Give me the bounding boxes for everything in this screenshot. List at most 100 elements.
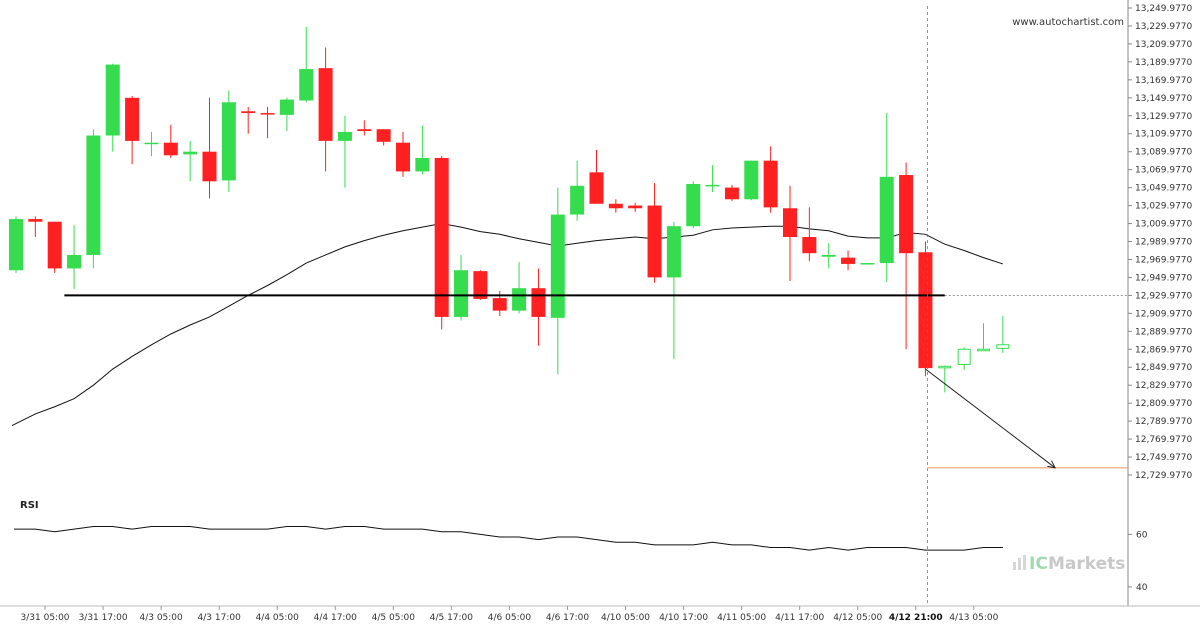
price-tick-label: 12,989.9770 — [1135, 238, 1193, 248]
candle — [299, 26, 314, 103]
candle-body — [899, 175, 914, 254]
candle — [337, 115, 352, 188]
logo-bar — [1023, 555, 1026, 570]
candle-body — [376, 129, 391, 142]
candle-body — [28, 219, 43, 222]
candle — [415, 125, 430, 175]
candle-body — [531, 288, 546, 317]
candle — [202, 97, 217, 199]
candle-body — [744, 160, 759, 200]
price-tick-label: 12,789.9770 — [1135, 417, 1193, 427]
price-tick-label: 13,109.9770 — [1135, 130, 1193, 140]
price-tick-label: 13,129.9770 — [1135, 112, 1193, 122]
candle — [9, 216, 23, 273]
candle-body — [763, 160, 778, 208]
logo-bar — [1013, 562, 1016, 570]
price-tick-label: 13,209.9770 — [1135, 40, 1193, 50]
candle-body — [724, 187, 739, 200]
time-tick-label: 4/3 05:00 — [139, 613, 183, 623]
rsi-title: RSI — [20, 500, 39, 511]
time-tick-label: 4/11 05:00 — [717, 613, 766, 623]
candle — [938, 365, 952, 393]
candle-body — [47, 221, 62, 269]
candle-body — [86, 135, 101, 255]
logo-prefix: IC — [1029, 554, 1048, 574]
rsi-tick-label: 40 — [1136, 583, 1148, 593]
price-tick-label: 13,029.9770 — [1135, 202, 1193, 212]
candle-body — [299, 69, 314, 101]
rsi-tick-label: 60 — [1136, 530, 1148, 540]
candle — [260, 106, 275, 139]
candle-body — [647, 205, 662, 278]
price-tick-label: 13,069.9770 — [1135, 166, 1193, 176]
candle-body — [918, 252, 933, 369]
candle — [241, 106, 256, 134]
candle-body — [570, 185, 585, 215]
candle — [357, 120, 372, 136]
candle — [802, 207, 817, 262]
candle — [183, 140, 198, 182]
time-tick-label: 4/11 17:00 — [775, 613, 824, 623]
plot-background — [0, 0, 1200, 607]
time-tick-label: 4/6 17:00 — [546, 613, 590, 623]
time-tick-label: 4/13 05:00 — [949, 613, 998, 623]
time-tick-label: 4/4 17:00 — [314, 613, 358, 623]
price-tick-label: 12,869.9770 — [1135, 345, 1193, 355]
candle-body — [337, 131, 352, 141]
candle — [647, 183, 662, 283]
candle — [705, 165, 720, 193]
candle — [570, 160, 585, 221]
candle — [783, 185, 797, 282]
price-tick-label: 13,229.9770 — [1135, 22, 1193, 32]
candle — [589, 149, 604, 204]
candle-body — [454, 270, 469, 317]
candle-body — [183, 151, 198, 155]
candle-body — [879, 176, 894, 264]
logo-bar — [1018, 558, 1021, 570]
candle-body — [628, 205, 643, 209]
candle — [918, 241, 933, 377]
time-tick-label: 4/12 21:00 — [889, 613, 943, 623]
price-tick-label: 12,769.9770 — [1135, 435, 1193, 445]
price-tick-label: 12,969.9770 — [1135, 255, 1193, 265]
candle-body — [860, 263, 875, 265]
candle — [376, 129, 391, 146]
candle — [434, 156, 449, 330]
candle — [744, 160, 759, 201]
forecast-arrow-head — [1047, 460, 1057, 469]
candle — [977, 323, 990, 352]
candle — [512, 262, 527, 314]
candle — [86, 129, 101, 269]
time-tick-label: 4/10 05:00 — [601, 613, 650, 623]
candle-body — [318, 68, 333, 141]
price-tick-label: 12,829.9770 — [1135, 381, 1193, 391]
price-axis: 13,249.9770 13,229.9770 13,209.9770 13,189.… — [1128, 4, 1193, 481]
autochartist-watermark: www.autochartist.com — [1012, 17, 1124, 28]
candle-body — [415, 157, 430, 172]
time-tick-label: 4/12 05:00 — [833, 613, 882, 623]
rsi-axis: 60 40 — [1128, 530, 1148, 593]
price-tick-label: 13,089.9770 — [1135, 148, 1193, 158]
candle — [550, 187, 565, 375]
candle-body — [144, 142, 159, 145]
price-tick-label: 12,809.9770 — [1135, 399, 1193, 409]
rsi-layer — [14, 526, 1003, 551]
moving-average-line — [11, 223, 1004, 427]
candle-body — [705, 184, 720, 187]
candle-body — [492, 298, 507, 311]
candle-body — [512, 288, 527, 311]
time-tick-label: 4/5 17:00 — [430, 613, 474, 623]
candle-body — [105, 64, 120, 136]
candle-body — [841, 257, 856, 264]
candle-body — [434, 157, 449, 317]
candle-body — [589, 172, 604, 204]
candle-body — [260, 113, 275, 115]
price-tick-label: 13,149.9770 — [1135, 94, 1193, 104]
candle — [724, 184, 739, 202]
time-tick-label: 4/6 05:00 — [488, 613, 532, 623]
candle-body — [783, 208, 797, 237]
time-tick-label: 4/10 17:00 — [659, 613, 708, 623]
candle — [841, 250, 856, 271]
time-tick-label: 3/31 17:00 — [79, 613, 128, 623]
candle — [608, 199, 623, 213]
